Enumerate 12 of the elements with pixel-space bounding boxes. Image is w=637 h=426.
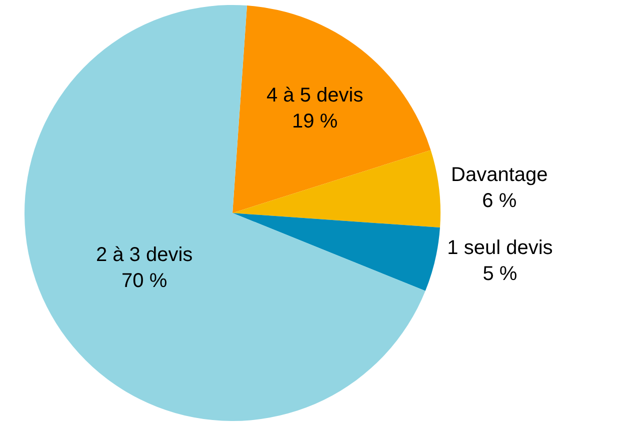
slice-label: 4 à 5 devis [266,84,364,106]
data-label: 70 % [122,270,168,292]
data-label: 19 % [292,110,338,132]
slice-label: Davantage [451,164,548,186]
data-label: 6 % [482,190,517,212]
slice-label: 1 seul devis [447,237,553,260]
data-label: 5 % [482,263,518,286]
pie-slice [232,150,440,228]
slice-label: 2 à 3 devis [96,244,193,266]
pie-slice [232,6,431,213]
pie-slice [24,5,426,421]
pie-slice [232,213,440,291]
